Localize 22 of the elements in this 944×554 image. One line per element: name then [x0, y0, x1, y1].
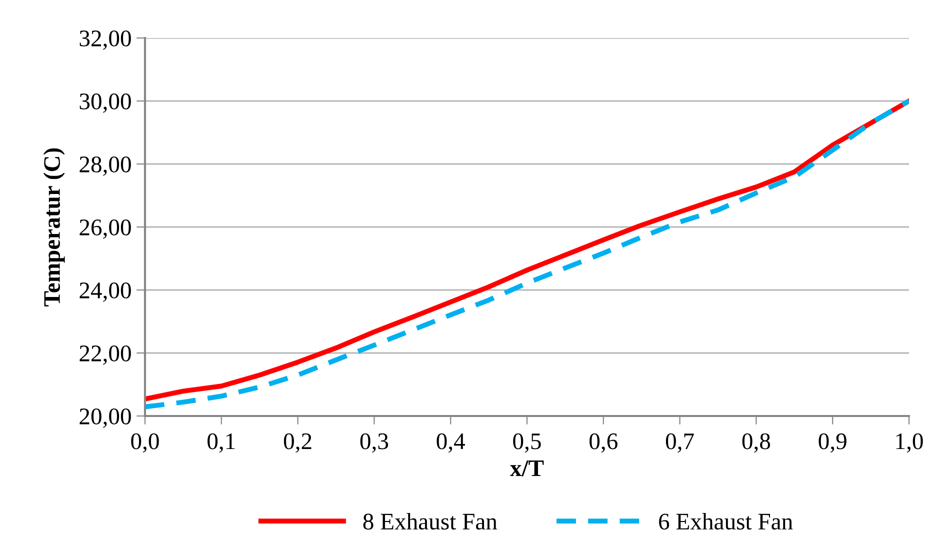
x-tick-label: 1,0: [896, 433, 923, 453]
legend-label: 6 Exhaust Fan: [659, 512, 793, 530]
x-tick-label: 0,4: [436, 433, 465, 453]
y-axis-title: Temperatur (C): [43, 148, 65, 306]
x-tick-label: 0,6: [590, 433, 618, 453]
x-axis-title: x/T: [510, 460, 544, 476]
y-tick-label: 22,00: [80, 345, 131, 365]
x-tick-label: 0,1: [208, 433, 235, 453]
x-tick-label: 0,3: [360, 433, 388, 453]
y-tick-label: 30,00: [80, 93, 131, 113]
x-tick-label: 0,9: [818, 433, 846, 453]
y-tick-label: 32,00: [80, 30, 131, 50]
y-tick-label: 28,00: [80, 156, 131, 176]
x-tick-label: 0,2: [284, 433, 312, 453]
y-tick-label: 24,00: [80, 282, 131, 302]
x-tick-label: 0,8: [742, 433, 770, 453]
x-tick-label: 0,0: [131, 433, 159, 453]
y-tick-label: 20,00: [80, 408, 131, 428]
y-tick-label: 26,00: [80, 219, 131, 239]
x-tick-label: 0,7: [666, 433, 694, 453]
x-tick-label: 0,5: [513, 433, 541, 453]
legend-label: 8 Exhaust Fan: [363, 512, 498, 530]
